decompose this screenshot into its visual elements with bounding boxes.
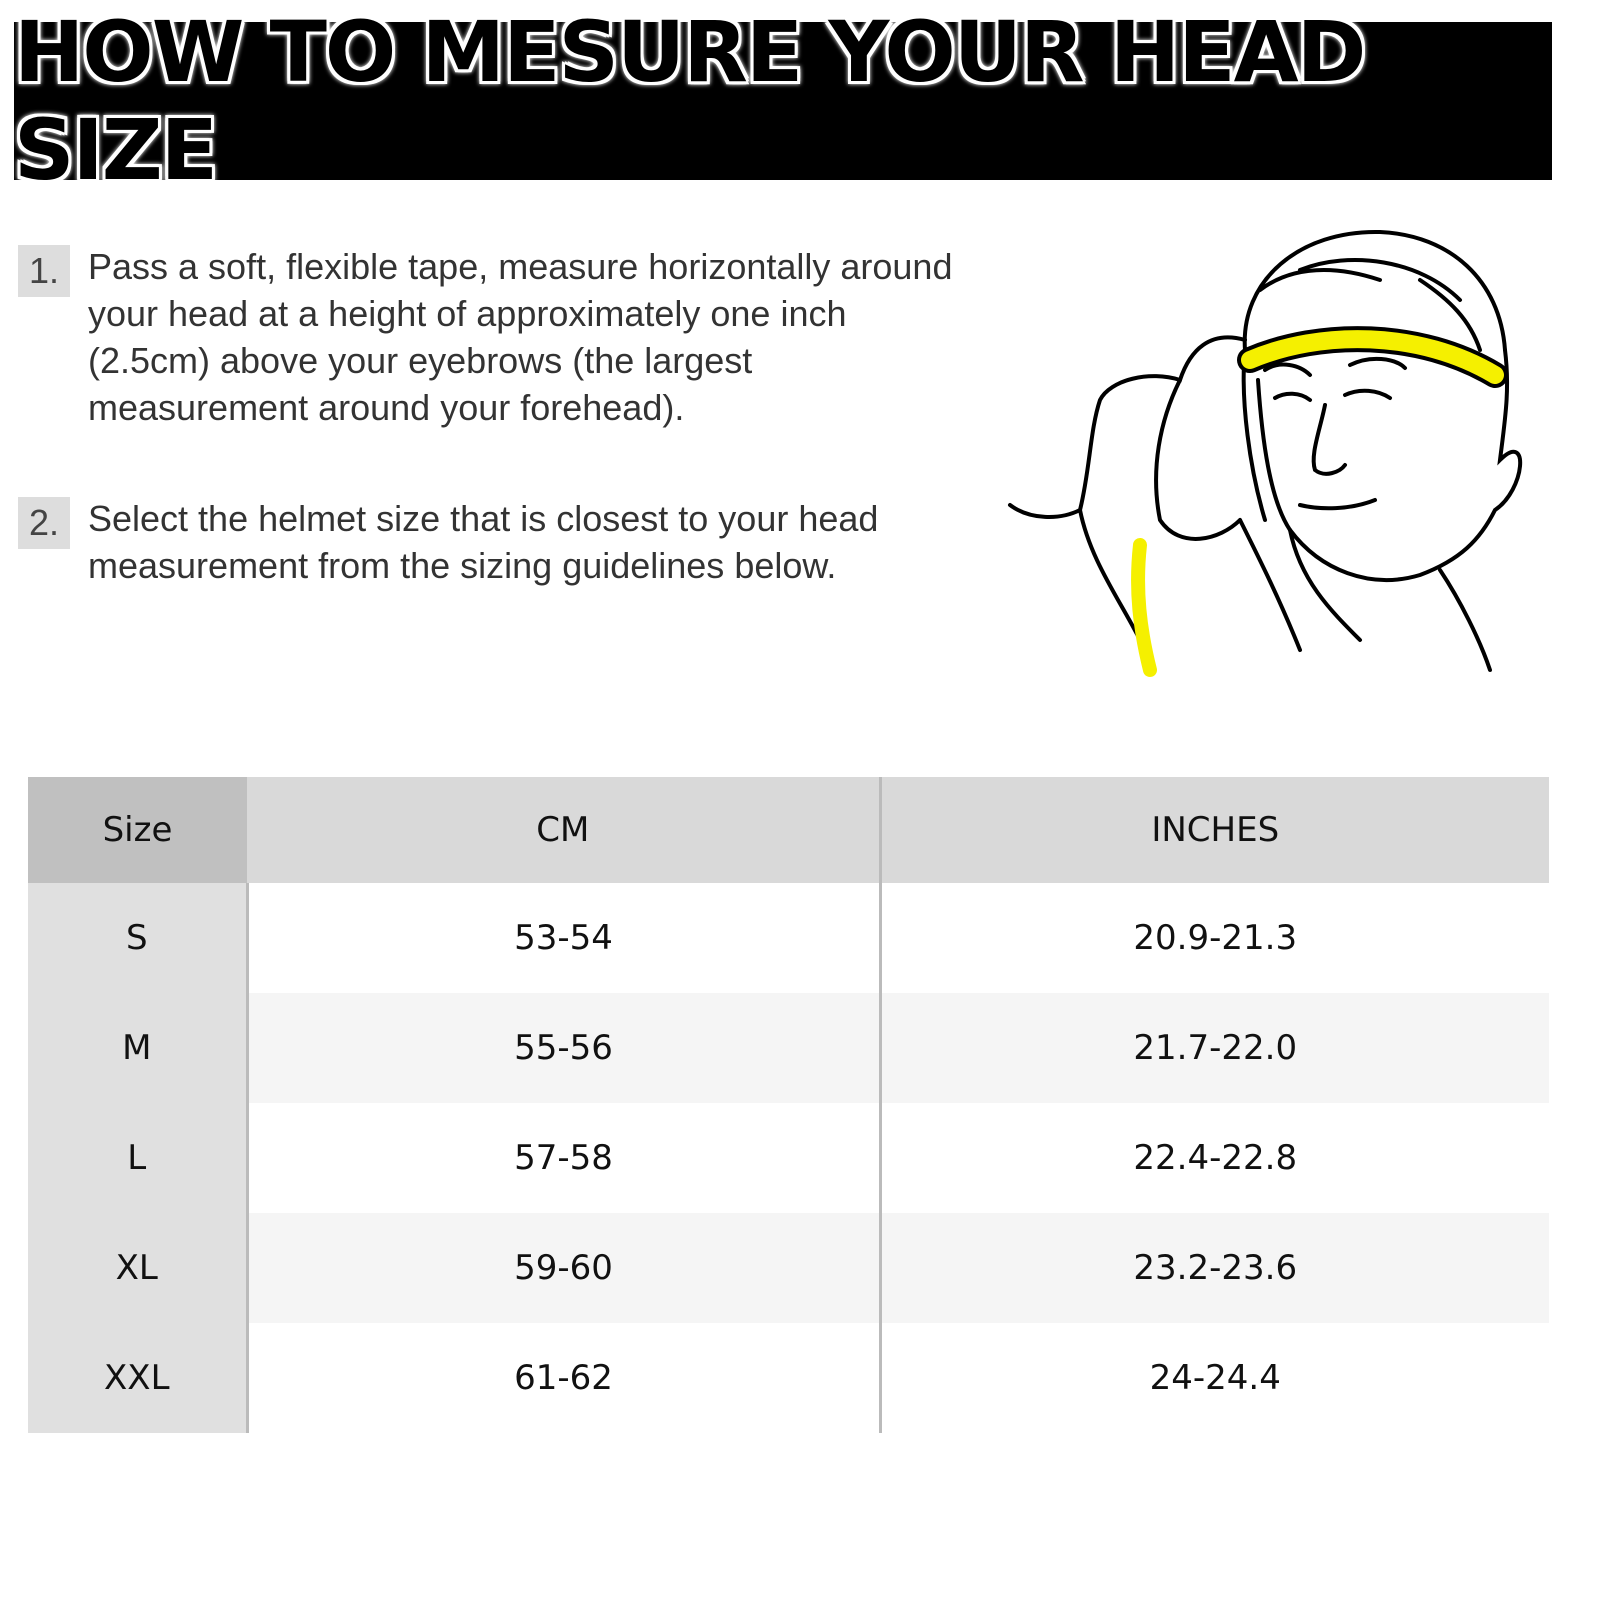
cell-cm: 53-54 [247, 883, 882, 993]
header-inches: INCHES [880, 777, 1549, 883]
step-2: 2. Select the helmet size that is closes… [18, 497, 958, 589]
cell-size: XL [28, 1213, 249, 1323]
cell-size: XXL [28, 1323, 249, 1433]
title-banner: HOW TO MESURE YOUR HEAD SIZE [14, 3, 1552, 199]
cell-inches: 24-24.4 [1149, 1358, 1281, 1398]
header-size: Size [28, 777, 247, 883]
header-cm: CM [247, 777, 882, 883]
man-measuring-head-icon [1008, 229, 1522, 677]
cell-cm: 59-60 [247, 1213, 882, 1323]
cell-cm: 57-58 [247, 1103, 882, 1213]
step-number: 2. [18, 497, 70, 549]
cell-inches: 20.9-21.3 [1133, 918, 1298, 958]
table-row: L 57-58 22.4-22.8 [28, 1103, 1549, 1213]
table-row: XL 59-60 23.2-23.6 [28, 1213, 1549, 1323]
cell-size: S [28, 883, 249, 993]
step-text: Select the helmet size that is closest t… [88, 498, 879, 586]
cell-cm: 55-56 [247, 993, 882, 1103]
cell-size: M [28, 993, 249, 1103]
cell-cm: 61-62 [247, 1323, 882, 1433]
table-row: M 55-56 21.7-22.0 [28, 993, 1549, 1103]
size-chart-table: Size CM INCHES S 53-54 20.9-21.3 M 55-56… [28, 777, 1549, 1433]
step-1: 1. Pass a soft, flexible tape, measure h… [18, 245, 958, 431]
page-title-text: HOW TO MESURE YOUR HEAD SIZE [14, 3, 1366, 199]
page-title: HOW TO MESURE YOUR HEAD SIZE [14, 3, 1552, 199]
table-row: S 53-54 20.9-21.3 [28, 883, 1549, 993]
step-number: 1. [18, 245, 70, 297]
cell-size: L [28, 1103, 249, 1213]
cell-inches: 21.7-22.0 [880, 993, 1549, 1103]
cell-inches: 22.4-22.8 [1133, 1138, 1298, 1178]
cell-inches: 23.2-23.6 [880, 1213, 1549, 1323]
table-header-row: Size CM INCHES [28, 777, 1549, 883]
step-text: Pass a soft, flexible tape, measure hori… [88, 246, 953, 428]
table-row: XXL 61-62 24-24.4 [28, 1323, 1549, 1433]
